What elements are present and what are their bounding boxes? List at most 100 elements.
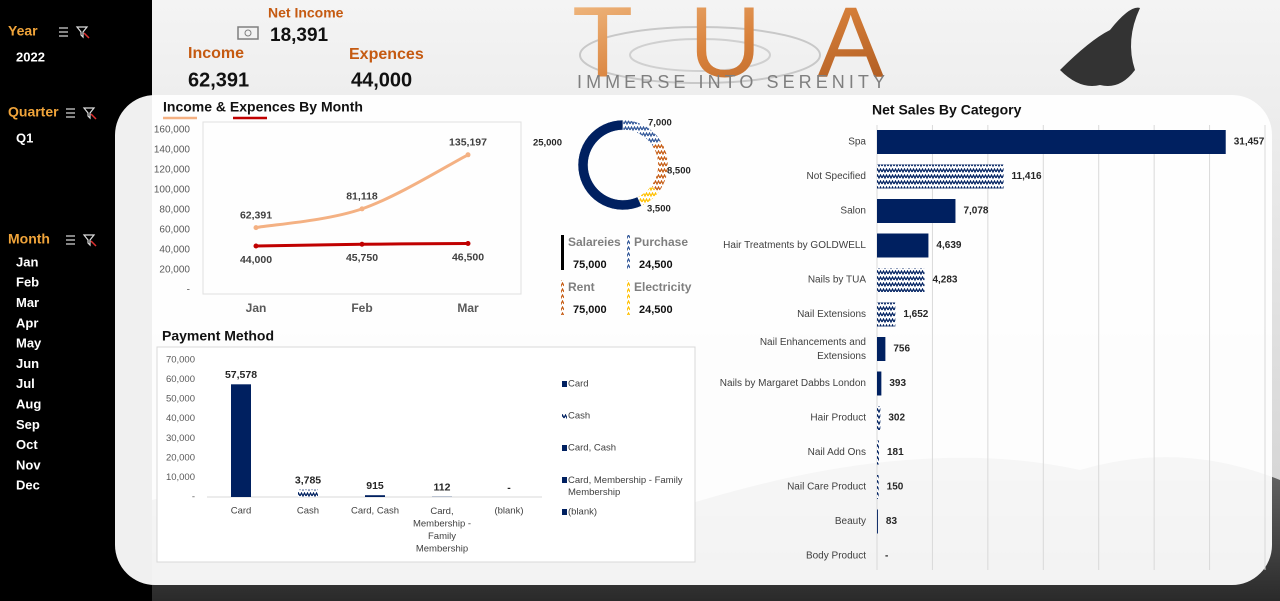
- filter-item[interactable]: Dec: [16, 478, 40, 493]
- legend-swatch: [561, 235, 564, 270]
- legend-label: Electricity: [634, 280, 692, 294]
- kpi-label: Expences: [349, 46, 424, 63]
- y-tick-label: 100,000: [154, 185, 191, 196]
- filter-icons: [59, 26, 90, 39]
- filter-item[interactable]: Nov: [16, 457, 41, 472]
- logo-name: TUA: [572, 0, 884, 98]
- legend-label: Rent: [568, 280, 595, 294]
- legend-swatch: [562, 509, 567, 515]
- x-tick-label: (blank): [494, 506, 523, 517]
- legend-total: 24,500: [639, 259, 673, 271]
- legend-label[interactable]: Card, Cash: [568, 443, 616, 454]
- legend-swatch: [562, 477, 567, 483]
- y-tick-label: Beauty: [835, 516, 866, 527]
- filter-label: Month: [8, 231, 50, 247]
- logo-tagline: IMMERSE INTO SERENITY: [577, 72, 885, 92]
- y-tick-label: -: [187, 285, 190, 296]
- x-tick-label: Card: [231, 506, 252, 517]
- legend-swatch: [562, 413, 567, 419]
- bar: [877, 268, 925, 292]
- y-tick-label: Nail Enhancements and Extensions: [760, 337, 866, 362]
- bar: [877, 509, 878, 534]
- bar: [877, 199, 956, 223]
- legend-swatch: [627, 280, 630, 315]
- point: [253, 243, 259, 249]
- filter-item[interactable]: Sep: [16, 417, 40, 432]
- x-tick-label: Cash: [297, 506, 319, 517]
- bar: [877, 164, 1004, 189]
- dancer: [1060, 7, 1140, 86]
- chart-title: Net Sales By Category: [872, 102, 1022, 118]
- data-label: 4,283: [932, 275, 957, 286]
- data-label: 31,457: [1234, 137, 1265, 148]
- bar: [877, 337, 886, 361]
- legend-swatch: [627, 235, 630, 270]
- y-tick-label: Salon: [840, 206, 866, 217]
- filter-item[interactable]: Jul: [16, 376, 35, 391]
- y-tick-label: 80,000: [159, 205, 190, 216]
- y-tick-label: Not Specified: [807, 171, 866, 182]
- data-label: 7,000: [648, 118, 672, 129]
- y-tick-label: 20,000: [166, 452, 195, 463]
- filter-item[interactable]: Jun: [16, 356, 39, 371]
- bar: [877, 475, 879, 499]
- clear-filter-icon: [82, 234, 96, 247]
- y-tick-label: -: [192, 492, 195, 503]
- data-label: 150: [887, 482, 904, 493]
- filter-item[interactable]: Jan: [16, 254, 38, 269]
- legend-label[interactable]: Card, Membership - Family Membership: [568, 475, 683, 498]
- filter-item[interactable]: May: [16, 336, 42, 351]
- filter-item[interactable]: Aug: [16, 397, 41, 412]
- bar: [365, 495, 385, 497]
- y-tick-label: 140,000: [154, 145, 191, 156]
- filter-item[interactable]: 2022: [16, 49, 45, 64]
- data-label: 8,500: [667, 166, 691, 177]
- y-tick-label: 120,000: [154, 165, 191, 176]
- legend-swatch: [562, 381, 567, 387]
- bar: [231, 384, 251, 497]
- point: [359, 241, 365, 247]
- data-label: 302: [888, 413, 905, 424]
- data-label: 112: [434, 482, 451, 494]
- money-icon: [237, 26, 259, 40]
- legend-label[interactable]: Card: [568, 379, 589, 390]
- data-label: 11,416: [1012, 171, 1042, 182]
- y-tick-label: 40,000: [159, 245, 190, 256]
- data-label: 25,000: [533, 138, 562, 149]
- legend-label[interactable]: Cash: [568, 411, 590, 422]
- y-tick-label: Hair Treatments by GOLDWELL: [723, 240, 866, 251]
- ripple: [579, 26, 821, 84]
- bar: [877, 406, 881, 430]
- legend-total: 24,500: [639, 304, 673, 316]
- filter-item[interactable]: Q1: [16, 130, 33, 145]
- filter-item[interactable]: Feb: [16, 275, 39, 290]
- legend-swatch: [562, 445, 567, 451]
- filter-item[interactable]: Apr: [16, 315, 38, 330]
- filter-item[interactable]: Mar: [16, 295, 39, 310]
- y-tick-label: Nail Care Product: [787, 482, 866, 493]
- y-tick-label: Nails by TUA: [808, 275, 866, 286]
- plot-frame: [202, 121, 522, 295]
- data-label: 393: [889, 378, 906, 389]
- data-label: 83: [886, 516, 898, 527]
- data-label: -: [885, 551, 888, 562]
- kpi-value: 18,391: [270, 25, 329, 46]
- kpi-label: Net Income: [268, 5, 344, 21]
- bar: [877, 302, 896, 327]
- point: [465, 152, 471, 158]
- legend-label: Purchase: [634, 235, 688, 249]
- y-tick-label: 10,000: [166, 472, 195, 483]
- y-tick-label: 160,000: [154, 125, 191, 136]
- y-tick-label: Nail Extensions: [797, 309, 866, 320]
- data-label: 46,500: [452, 251, 484, 263]
- kpi-value: 62,391: [188, 69, 249, 91]
- kpi-value: 44,000: [351, 69, 412, 91]
- data-label: 44,000: [240, 254, 272, 266]
- kpi-label: Income: [188, 45, 244, 62]
- legend-label[interactable]: (blank): [568, 507, 597, 518]
- data-label: 45,750: [346, 252, 378, 264]
- filter-item[interactable]: Oct: [16, 437, 38, 452]
- data-label: 135,197: [449, 137, 487, 149]
- bar: [877, 233, 929, 258]
